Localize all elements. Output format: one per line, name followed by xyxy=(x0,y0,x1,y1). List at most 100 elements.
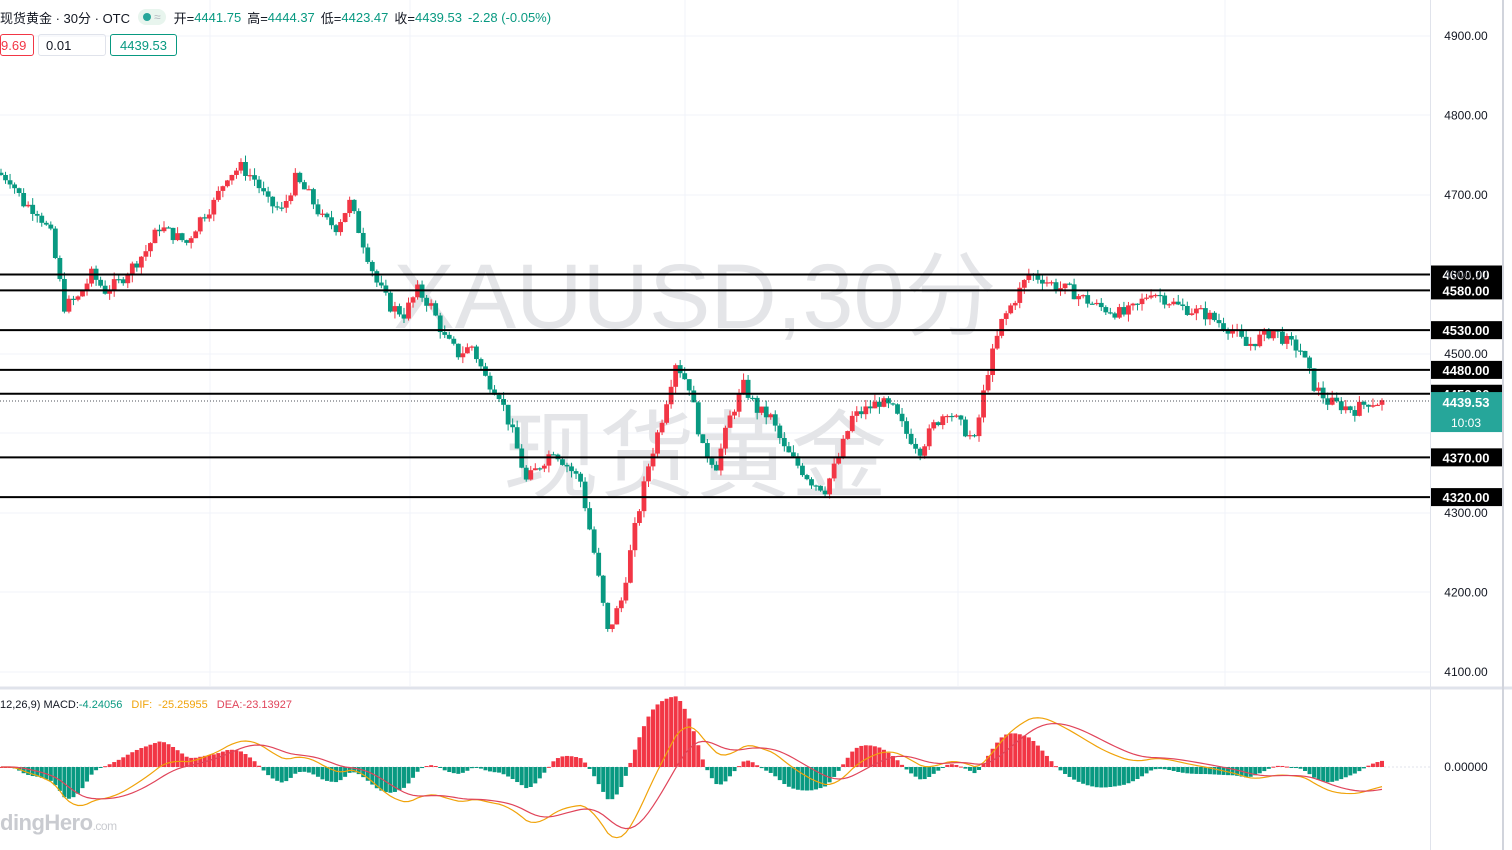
sell-button[interactable]: 9.69 xyxy=(0,34,34,56)
macd-bar xyxy=(791,767,796,789)
candle xyxy=(1121,301,1127,317)
candle xyxy=(1338,397,1344,415)
candle xyxy=(0,168,4,176)
current-price-badge xyxy=(1431,392,1502,433)
dif-value: -25.25955 xyxy=(158,699,208,711)
macd-bar xyxy=(1140,767,1145,777)
macd-bar xyxy=(1058,767,1063,771)
macd-bar xyxy=(270,767,275,779)
candle xyxy=(569,462,574,478)
macd-bar xyxy=(198,756,203,767)
candle xyxy=(732,409,737,420)
candle xyxy=(949,413,955,422)
macd-bar xyxy=(1130,767,1135,782)
candle xyxy=(464,343,470,354)
candle xyxy=(52,226,58,260)
candle xyxy=(93,265,99,286)
price-axis[interactable]: 4600.004580.004530.004480.004450.004370.… xyxy=(1431,29,1502,679)
quantity-input[interactable]: 0.01 xyxy=(38,34,106,56)
macd-bar xyxy=(352,767,357,773)
candle xyxy=(714,461,719,471)
market-status[interactable]: ≈ xyxy=(138,9,166,25)
candle xyxy=(551,451,556,456)
candle xyxy=(1270,329,1276,341)
candle xyxy=(1311,368,1317,393)
candle xyxy=(315,199,321,217)
macd-bar xyxy=(134,749,139,767)
candle xyxy=(881,396,887,408)
macd-bar xyxy=(564,755,569,767)
macd-params[interactable]: 12,26,9) xyxy=(0,699,41,711)
high-value: 4444.37 xyxy=(267,9,315,25)
level-label: 4370.00 xyxy=(1443,450,1490,465)
axis-tick-label: 4700.00 xyxy=(1444,188,1488,202)
macd-bar xyxy=(741,761,746,767)
dea-value: -23.13927 xyxy=(242,699,293,711)
macd-bar xyxy=(1008,733,1013,767)
macd-bar xyxy=(845,757,850,767)
macd-bar xyxy=(931,767,936,774)
macd-bar xyxy=(954,764,959,767)
macd-bar xyxy=(804,767,809,791)
macd-bar xyxy=(80,767,85,789)
candle xyxy=(433,300,439,317)
axis-tick-label: 4800.00 xyxy=(1444,109,1488,123)
candle xyxy=(184,239,190,246)
candle xyxy=(30,198,36,221)
macd-bar xyxy=(157,741,162,767)
macd-bar xyxy=(365,767,370,781)
candle xyxy=(1248,337,1254,351)
buy-button[interactable]: 4439.53 xyxy=(110,34,177,56)
candle xyxy=(61,272,67,314)
macd-bar xyxy=(279,767,284,783)
candle xyxy=(754,395,760,420)
candle xyxy=(940,414,946,430)
macd-bar xyxy=(1040,750,1045,767)
candle xyxy=(311,187,316,210)
macd-bar xyxy=(406,767,411,784)
candle xyxy=(1189,308,1195,316)
macd-bar xyxy=(501,767,506,775)
candle xyxy=(134,260,140,272)
status-dot-icon xyxy=(143,13,152,21)
macd-bar xyxy=(57,767,62,791)
macd-bar xyxy=(1271,766,1276,768)
macd-bar xyxy=(687,718,692,767)
macd-bar xyxy=(1216,767,1221,775)
candle xyxy=(283,194,289,213)
candle xyxy=(1008,303,1014,315)
macd-bar xyxy=(306,767,311,773)
candle xyxy=(1370,398,1376,408)
candle xyxy=(71,295,76,306)
candle xyxy=(867,400,873,414)
candle xyxy=(1257,330,1263,348)
macd-bar xyxy=(320,767,325,780)
candle xyxy=(999,318,1005,339)
macd-bar xyxy=(261,767,266,771)
macd-bar xyxy=(773,767,778,777)
macd-bar xyxy=(497,767,502,773)
macd-bar xyxy=(1316,767,1321,780)
macd-bar xyxy=(1262,767,1267,772)
macd-bar xyxy=(483,767,488,771)
order-panel: 9.69 0.01 4439.53 xyxy=(0,34,177,56)
symbol-title[interactable]: 现货黄金 · 30分 · OTC xyxy=(0,10,131,26)
candle xyxy=(1302,350,1308,358)
macd-bar xyxy=(673,696,678,767)
candle xyxy=(401,307,407,324)
macd-bar xyxy=(1158,767,1163,769)
candle xyxy=(1098,298,1104,311)
macd-bar xyxy=(958,766,963,768)
candle xyxy=(274,201,280,211)
macd-bar xyxy=(990,748,995,767)
macd-bar xyxy=(1325,767,1330,783)
candle xyxy=(89,266,94,287)
macd-bar xyxy=(863,745,868,767)
macd-bar xyxy=(800,767,805,791)
candle xyxy=(143,244,149,261)
macd-bar xyxy=(266,767,271,776)
candle xyxy=(1003,310,1009,326)
candle xyxy=(202,213,208,222)
macd-bar xyxy=(71,767,76,798)
